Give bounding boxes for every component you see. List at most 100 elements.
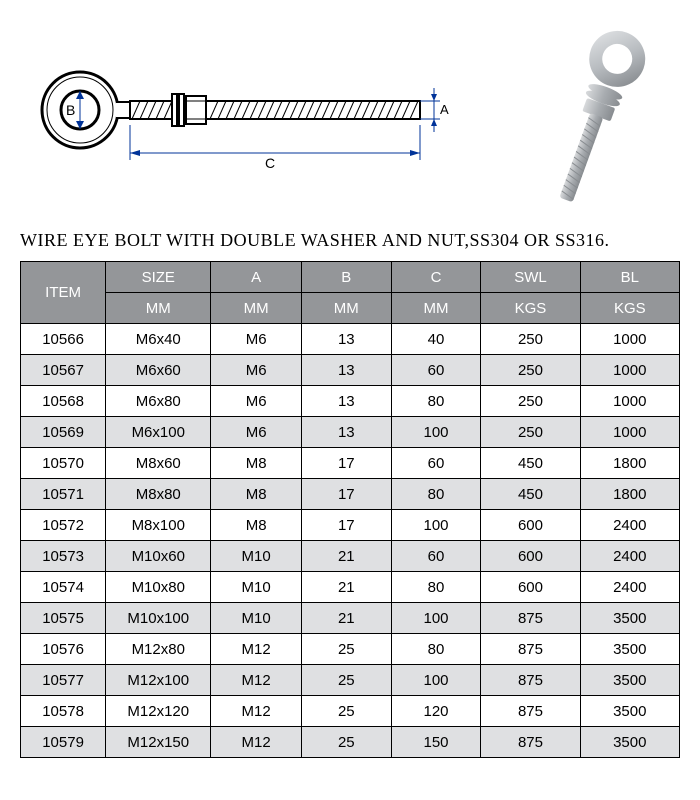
table-cell: 25 (301, 727, 391, 758)
dim-label-c: C (265, 155, 275, 171)
table-cell: 10578 (21, 696, 106, 727)
table-cell: M8 (211, 479, 302, 510)
col-swl-unit: KGS (481, 293, 580, 324)
table-row: 10574M10x80M1021806002400 (21, 572, 680, 603)
table-cell: 10573 (21, 541, 106, 572)
table-cell: M6x100 (106, 417, 211, 448)
table-cell: 1000 (580, 355, 679, 386)
table-cell: M6 (211, 355, 302, 386)
table-cell: 2400 (580, 541, 679, 572)
table-cell: M6x40 (106, 324, 211, 355)
table-cell: 10575 (21, 603, 106, 634)
col-a-unit: MM (211, 293, 302, 324)
table-cell: 1800 (580, 479, 679, 510)
table-row: 10569M6x100M6131002501000 (21, 417, 680, 448)
col-size-top: SIZE (106, 262, 211, 293)
table-cell: 80 (391, 634, 481, 665)
table-cell: 3500 (580, 634, 679, 665)
table-cell: 13 (301, 386, 391, 417)
table-cell: 250 (481, 417, 580, 448)
table-cell: 250 (481, 386, 580, 417)
dim-label-b: B (66, 102, 75, 118)
table-cell: 60 (391, 541, 481, 572)
table-row: 10568M6x80M613802501000 (21, 386, 680, 417)
table-cell: 17 (301, 448, 391, 479)
col-b-unit: MM (301, 293, 391, 324)
table-row: 10567M6x60M613602501000 (21, 355, 680, 386)
table-cell: 60 (391, 355, 481, 386)
table-cell: 10572 (21, 510, 106, 541)
table-cell: M12x120 (106, 696, 211, 727)
table-cell: 25 (301, 665, 391, 696)
table-cell: 21 (301, 572, 391, 603)
table-cell: 100 (391, 510, 481, 541)
table-cell: 3500 (580, 603, 679, 634)
table-cell: 1800 (580, 448, 679, 479)
table-cell: 875 (481, 665, 580, 696)
table-cell: 2400 (580, 510, 679, 541)
table-cell: M12 (211, 634, 302, 665)
table-cell: M10 (211, 603, 302, 634)
table-cell: 10570 (21, 448, 106, 479)
table-cell: 60 (391, 448, 481, 479)
table-cell: 13 (301, 324, 391, 355)
table-cell: 10579 (21, 727, 106, 758)
table-body: 10566M6x40M61340250100010567M6x60M613602… (21, 324, 680, 758)
table-cell: 600 (481, 510, 580, 541)
table-cell: 10576 (21, 634, 106, 665)
table-cell: 100 (391, 417, 481, 448)
table-cell: M10 (211, 572, 302, 603)
table-cell: 21 (301, 541, 391, 572)
table-cell: 80 (391, 386, 481, 417)
technical-drawing: B (20, 50, 460, 220)
table-cell: 1000 (580, 386, 679, 417)
table-cell: 25 (301, 696, 391, 727)
spec-table: ITEM SIZE A B C SWL BL MM MM MM MM KGS K… (20, 261, 680, 758)
table-cell: 450 (481, 479, 580, 510)
table-row: 10577M12x100M12251008753500 (21, 665, 680, 696)
table-cell: M8x60 (106, 448, 211, 479)
table-cell: M6x60 (106, 355, 211, 386)
table-cell: 40 (391, 324, 481, 355)
table-cell: M10 (211, 541, 302, 572)
table-cell: M12 (211, 665, 302, 696)
table-cell: M8x100 (106, 510, 211, 541)
table-cell: 10568 (21, 386, 106, 417)
dim-label-a: A (440, 102, 449, 117)
table-cell: M6 (211, 324, 302, 355)
table-cell: 13 (301, 417, 391, 448)
table-row: 10576M12x80M1225808753500 (21, 634, 680, 665)
product-photo (510, 20, 680, 220)
col-bl-top: BL (580, 262, 679, 293)
col-swl-top: SWL (481, 262, 580, 293)
col-a-top: A (211, 262, 302, 293)
table-cell: M12 (211, 696, 302, 727)
table-cell: M8 (211, 510, 302, 541)
table-cell: 1000 (580, 324, 679, 355)
table-cell: M10x100 (106, 603, 211, 634)
table-cell: 100 (391, 603, 481, 634)
table-cell: 875 (481, 634, 580, 665)
table-cell: 10566 (21, 324, 106, 355)
col-item-top: ITEM (21, 262, 106, 324)
table-cell: 3500 (580, 696, 679, 727)
table-row: 10566M6x40M613402501000 (21, 324, 680, 355)
table-cell: 150 (391, 727, 481, 758)
table-cell: M12x150 (106, 727, 211, 758)
table-row: 10572M8x100M8171006002400 (21, 510, 680, 541)
table-cell: 10574 (21, 572, 106, 603)
table-cell: 450 (481, 448, 580, 479)
col-b-top: B (301, 262, 391, 293)
table-cell: 875 (481, 603, 580, 634)
table-cell: M10x80 (106, 572, 211, 603)
table-cell: 250 (481, 355, 580, 386)
table-cell: 21 (301, 603, 391, 634)
table-cell: 3500 (580, 727, 679, 758)
table-cell: M12x100 (106, 665, 211, 696)
table-header: ITEM SIZE A B C SWL BL MM MM MM MM KGS K… (21, 262, 680, 324)
table-cell: 25 (301, 634, 391, 665)
col-c-top: C (391, 262, 481, 293)
col-size-unit: MM (106, 293, 211, 324)
table-cell: 17 (301, 510, 391, 541)
table-row: 10578M12x120M12251208753500 (21, 696, 680, 727)
